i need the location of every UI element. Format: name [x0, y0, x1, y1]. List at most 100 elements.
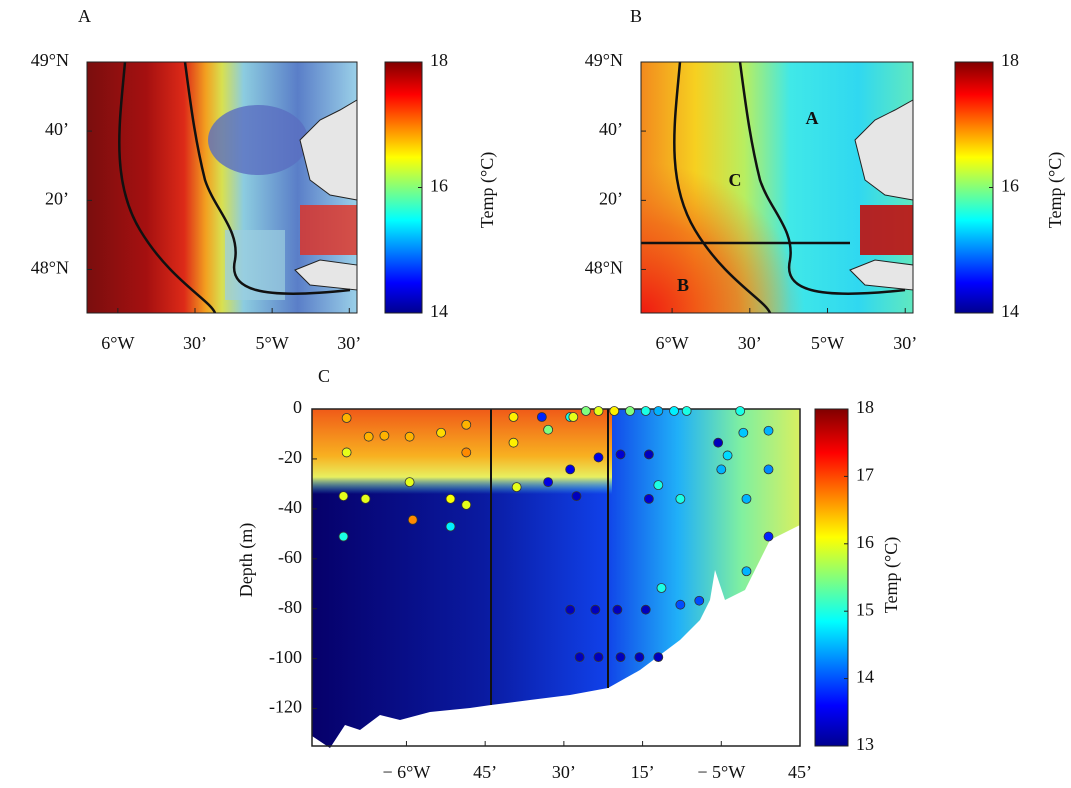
y-tick-label: 40’	[599, 119, 623, 139]
point	[338, 491, 349, 502]
x-tick-label: 30’	[337, 333, 361, 353]
point	[653, 406, 664, 416]
region-label: A	[806, 108, 819, 128]
point	[593, 406, 604, 416]
point	[436, 427, 446, 438]
y-tick-label: -60	[278, 547, 302, 567]
x-tick-label: 30’	[893, 333, 917, 353]
y-axis-label: Depth (m)	[236, 523, 257, 597]
point	[590, 604, 601, 615]
colorbar-tick-label: 18	[856, 397, 874, 417]
point	[675, 493, 686, 504]
map-b	[640, 61, 914, 314]
y-tick-label: 49°N	[31, 50, 69, 70]
colorbar-tick-label: 15	[856, 599, 874, 619]
point	[565, 464, 576, 475]
x-tick-label: 5°W	[811, 333, 844, 353]
point	[404, 431, 415, 442]
colorbar-tick-label: 16	[856, 532, 874, 552]
point	[461, 447, 472, 458]
colorbar-tick-label: 14	[430, 301, 448, 321]
point	[511, 482, 522, 493]
point	[763, 464, 774, 475]
point	[571, 491, 582, 502]
y-tick-label: -100	[269, 647, 302, 667]
colorbar-label: Temp (°C)	[1045, 152, 1066, 228]
point	[581, 406, 591, 416]
point	[656, 583, 667, 593]
point	[445, 493, 456, 504]
colorbar-tick-label: 14	[856, 667, 874, 687]
region-label: B	[677, 275, 689, 295]
y-tick-label: 20’	[45, 188, 69, 208]
point	[640, 604, 651, 615]
point	[404, 477, 415, 488]
point	[508, 412, 519, 422]
point	[612, 604, 623, 615]
point	[640, 406, 651, 416]
point	[741, 493, 752, 504]
point	[543, 477, 554, 488]
point	[379, 430, 390, 441]
point	[722, 450, 733, 461]
point	[341, 447, 352, 458]
colorbar-tick-label: 14	[1001, 301, 1019, 321]
panel-label: C	[318, 366, 330, 386]
x-tick-label: − 6°W	[383, 762, 431, 782]
point	[713, 437, 724, 448]
point	[615, 652, 626, 663]
point	[643, 493, 654, 504]
y-tick-label: -20	[278, 447, 302, 467]
x-tick-label: 45’	[473, 762, 497, 782]
panel-label: A	[78, 6, 91, 26]
point	[681, 406, 692, 416]
colorbar-label: Temp (°C)	[881, 537, 902, 613]
point	[669, 406, 679, 416]
colorbar-tick-label: 18	[430, 50, 448, 70]
point	[615, 449, 626, 460]
point	[543, 424, 554, 435]
colorbar	[954, 61, 994, 314]
point	[568, 412, 579, 422]
point	[738, 427, 749, 438]
point	[625, 406, 635, 416]
colorbar	[814, 408, 849, 747]
point	[461, 419, 472, 430]
x-tick-label: 30’	[738, 333, 762, 353]
x-tick-label: − 5°W	[697, 762, 745, 782]
point	[341, 413, 352, 423]
y-tick-label: -80	[278, 597, 302, 617]
point	[694, 595, 705, 606]
overlay: A 6°W 30’ 5°W 30’ 49°N 40’ 20’ 48°N 14 16 18 Temp (°…	[31, 6, 1066, 782]
colorbar-tick-label: 16	[430, 176, 448, 196]
colorbar-tick-label: 18	[1001, 50, 1019, 70]
point	[445, 521, 456, 532]
colorbar-tick-label: 17	[856, 465, 874, 485]
point	[716, 464, 727, 475]
map-a	[86, 61, 358, 314]
colorbar-label: Temp (°C)	[477, 152, 498, 228]
y-tick-label: 48°N	[31, 258, 69, 278]
point	[643, 449, 654, 460]
x-tick-label: 5°W	[256, 333, 289, 353]
point	[675, 599, 686, 610]
colorbar-tick-label: 16	[1001, 176, 1019, 196]
point	[360, 493, 371, 504]
point	[593, 652, 604, 663]
point	[763, 425, 774, 436]
point	[653, 480, 664, 491]
x-tick-label: 6°W	[655, 333, 688, 353]
y-tick-label: 0	[293, 397, 302, 417]
point	[363, 431, 374, 442]
point	[735, 406, 746, 416]
point	[609, 406, 620, 416]
point	[508, 437, 519, 448]
colorbar-tick-label: 13	[856, 734, 874, 754]
y-tick-label: -40	[278, 497, 302, 517]
x-tick-label: 30’	[183, 333, 207, 353]
y-tick-label: 48°N	[585, 258, 623, 278]
x-tick-label: 30’	[552, 762, 576, 782]
point	[338, 531, 349, 542]
x-tick-label: 15’	[631, 762, 655, 782]
